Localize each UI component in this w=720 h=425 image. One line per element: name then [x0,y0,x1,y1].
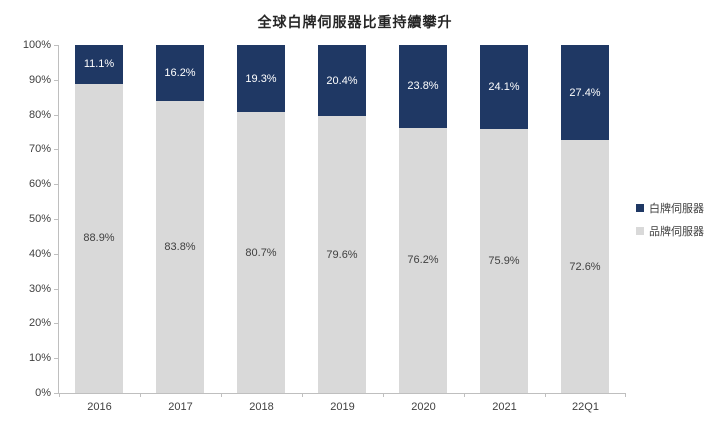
bar-slot-2016: 88.9% 11.1% [59,45,140,393]
y-axis-tick-mark [54,323,58,325]
data-label-白牌伺服器-2017: 16.2% [164,67,196,80]
x-axis-tick-mark [221,393,222,397]
y-axis-tick-mark [54,184,58,186]
segment-品牌伺服器-2021: 75.9% [480,128,528,393]
data-label-白牌伺服器-2019: 20.4% [326,74,358,87]
y-axis-tick-mark [54,114,58,116]
data-label-品牌伺服器-2017: 83.8% [164,241,196,254]
y-axis-tick-mark [54,288,58,290]
x-axis-category-label: 2018 [249,401,274,413]
y-axis-tick-label: 10% [28,352,51,365]
bar-slot-22Q1: 72.6% 27.4% [545,45,626,393]
data-label-品牌伺服器-2019: 79.6% [326,248,358,261]
data-label-白牌伺服器-22Q1: 27.4% [569,86,601,99]
x-axis-category-label: 2017 [168,401,193,413]
x-axis-tick-mark [59,393,60,397]
segment-白牌伺服器-22Q1: 27.4% [561,45,609,141]
bar-slot-2021: 75.9% 24.1% [464,45,545,393]
y-axis-tick-mark [54,45,58,46]
x-axis-category-label: 2020 [411,401,436,413]
x-axis-tick-mark [464,393,465,397]
segment-品牌伺服器-22Q1: 72.6% [561,140,609,393]
data-label-白牌伺服器-2018: 19.3% [245,72,277,85]
segment-白牌伺服器-2016: 11.1% [75,45,123,84]
x-axis-tick-mark [545,393,546,397]
stacked-bar-2016: 88.9% 11.1% [75,45,123,393]
legend-label: 品牌伺服器 [649,226,704,238]
segment-白牌伺服器-2020: 23.8% [399,45,447,128]
x-axis-category-label: 2016 [87,401,112,413]
segment-白牌伺服器-2017: 16.2% [156,45,204,102]
stacked-bar-2017: 83.8% 16.2% [156,45,204,393]
legend-item: 白牌伺服器 [636,200,704,216]
y-axis-tick-mark [54,149,58,151]
bar-slot-2019: 79.6% 20.4% [302,45,383,393]
data-label-品牌伺服器-2021: 75.9% [488,254,520,267]
data-label-品牌伺服器-22Q1: 72.6% [569,260,601,273]
stacked-bar-2021: 75.9% 24.1% [480,45,528,393]
segment-品牌伺服器-2017: 83.8% [156,101,204,393]
y-axis-tick-label: 90% [28,73,51,86]
y-axis-tick-mark [54,358,58,360]
x-axis-category-label: 22Q1 [572,401,599,413]
x-axis-tick-mark [625,393,626,397]
data-label-白牌伺服器-2021: 24.1% [488,80,520,93]
y-axis-tick-mark [54,393,58,394]
bar-slot-2017: 83.8% 16.2% [140,45,221,393]
legend-swatch-icon [636,204,644,212]
x-axis-tick-mark [140,393,141,397]
segment-白牌伺服器-2019: 20.4% [318,45,366,116]
data-label-白牌伺服器-2016: 11.1% [83,58,115,71]
y-axis-tick-mark [54,219,58,220]
segment-品牌伺服器-2019: 79.6% [318,116,366,393]
legend-item: 品牌伺服器 [636,223,704,239]
legend-label: 白牌伺服器 [649,203,704,215]
data-label-品牌伺服器-2018: 80.7% [245,246,277,259]
data-label-白牌伺服器-2020: 23.8% [407,80,439,93]
stacked-bar-2018: 80.7% 19.3% [237,45,285,393]
segment-白牌伺服器-2018: 19.3% [237,45,285,113]
bar-slot-2018: 80.7% 19.3% [221,45,302,393]
stacked-bar-2019: 79.6% 20.4% [318,45,366,393]
y-axis-tick-mark [54,79,58,81]
y-axis-tick-label: 50% [28,213,51,225]
y-axis-tick-label: 80% [28,108,51,121]
segment-品牌伺服器-2016: 88.9% [75,83,123,393]
x-axis-category-label: 2021 [492,401,517,413]
data-label-品牌伺服器-2020: 76.2% [407,254,439,267]
bar-slot-2020: 76.2% 23.8% [383,45,464,393]
stacked-bar-2020: 76.2% 23.8% [399,45,447,393]
chart-title: 全球白牌伺服器比重持續攀升 [257,14,453,30]
y-axis-tick-label: 0% [35,387,51,399]
x-axis-category-label: 2019 [330,401,355,413]
y-axis-tick-label: 40% [28,247,51,260]
y-axis-tick-label: 30% [28,282,51,295]
legend: 白牌伺服器品牌伺服器 [636,200,704,239]
x-axis-tick-mark [302,393,303,397]
y-axis-tick-label: 60% [28,178,51,191]
legend-swatch-icon [636,227,644,235]
x-axis-tick-mark [383,393,384,397]
y-axis-tick-label: 70% [28,143,51,156]
y-axis-tick-mark [54,253,58,255]
y-axis-tick-label: 20% [28,317,51,330]
segment-品牌伺服器-2020: 76.2% [399,127,447,393]
data-label-品牌伺服器-2016: 88.9% [83,232,115,245]
plot-area: 0% 10% 20% 30% 40% 50% 60% 70% 80% 90% 100% 2016 88.… [23,39,626,413]
segment-品牌伺服器-2018: 80.7% [237,112,285,393]
y-axis-tick-label: 100% [22,39,51,51]
segment-白牌伺服器-2021: 24.1% [480,45,528,129]
stacked-bar-22Q1: 72.6% 27.4% [561,45,609,393]
